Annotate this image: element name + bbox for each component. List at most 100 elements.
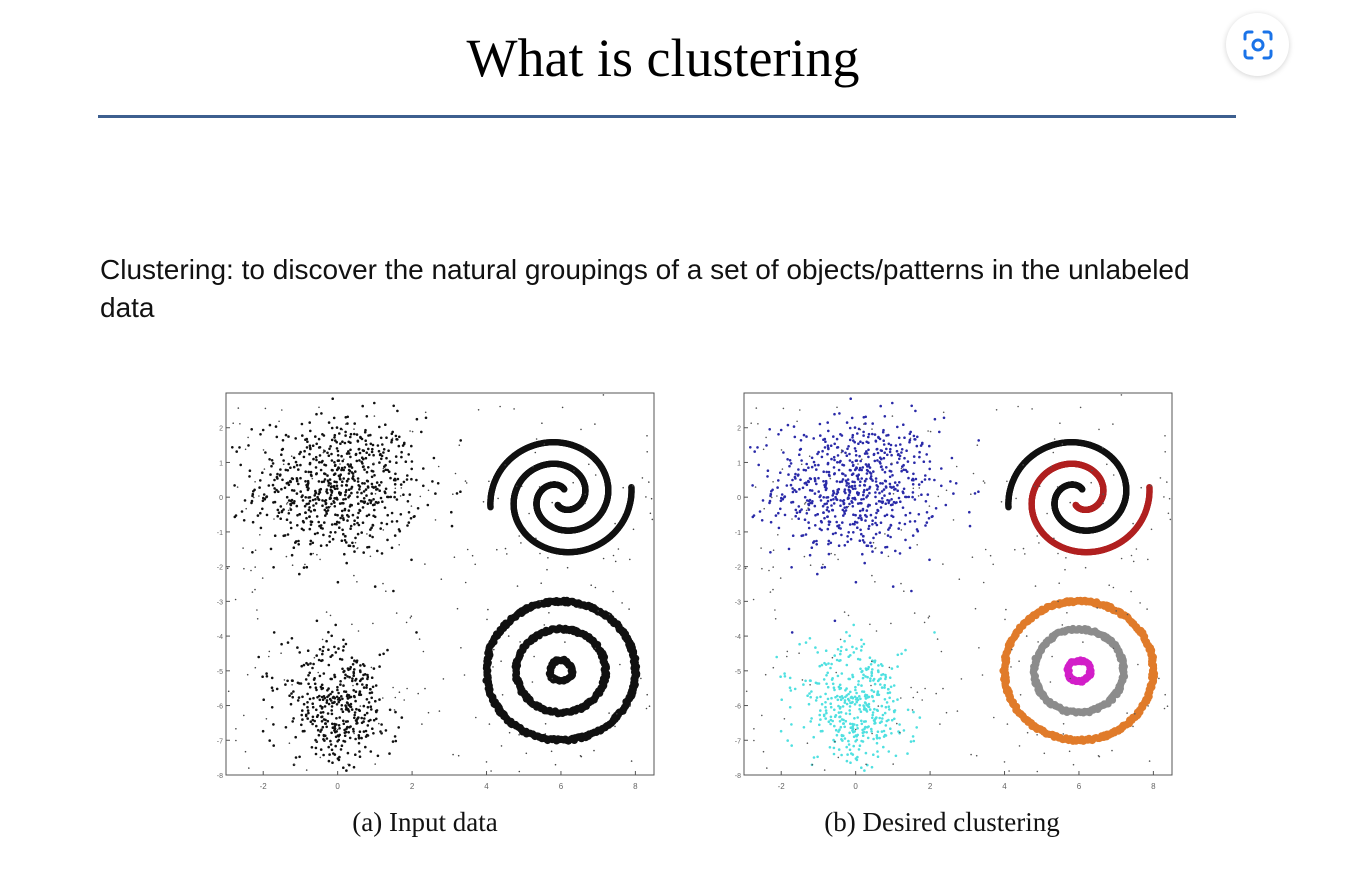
cluster-point: [907, 495, 911, 499]
cluster-point: [261, 499, 265, 503]
cluster-point: [873, 659, 877, 662]
cluster-point: [870, 671, 874, 675]
cluster-point: [406, 524, 409, 527]
noise-point: [629, 558, 631, 561]
cluster-point: [353, 422, 356, 425]
cluster-point: [863, 480, 867, 483]
cluster-point: [880, 686, 884, 689]
cluster-point: [339, 442, 342, 445]
cluster-point: [347, 731, 350, 734]
cluster-point: [317, 446, 321, 449]
cluster-point: [874, 491, 877, 494]
cluster-point: [795, 511, 799, 514]
cluster-point: [367, 447, 370, 451]
cluster-point: [317, 658, 321, 662]
noise-point: [466, 548, 469, 551]
cluster-point: [832, 686, 836, 689]
cluster-point: [309, 470, 313, 474]
cluster-point: [875, 708, 879, 712]
cluster-point: [364, 439, 367, 442]
lens-scan-button[interactable]: [1226, 13, 1289, 76]
cluster-point: [304, 480, 307, 483]
cluster-point: [400, 455, 403, 459]
cluster-point: [853, 480, 856, 484]
cluster-point: [834, 696, 837, 699]
cluster-point: [911, 495, 914, 499]
cluster-point: [375, 481, 379, 484]
cluster-point: [324, 472, 327, 476]
cluster-point: [357, 708, 361, 712]
cluster-point: [817, 463, 820, 467]
noise-point: [409, 430, 411, 432]
cluster-point: [870, 689, 873, 692]
cluster-point: [346, 708, 349, 711]
cluster-point: [384, 487, 388, 491]
cluster-point: [807, 526, 811, 530]
cluster-point: [327, 702, 331, 706]
cluster-point: [911, 483, 915, 486]
cluster-point: [371, 443, 375, 447]
cluster-point: [853, 426, 857, 429]
cluster-point: [376, 487, 379, 491]
cluster-point: [827, 520, 831, 523]
cluster-point: [859, 528, 862, 532]
cluster-point: [387, 470, 391, 473]
cluster-point: [855, 466, 858, 469]
x-tick-label: 4: [484, 782, 489, 791]
cluster-point: [783, 513, 787, 517]
noise-point: [578, 607, 580, 609]
cluster-point: [248, 475, 251, 478]
cluster-point: [340, 454, 343, 458]
cluster-point: [863, 694, 867, 698]
noise-point: [588, 463, 590, 466]
cluster-point: [310, 746, 314, 749]
cluster-point: [900, 451, 903, 454]
noise-point: [321, 638, 324, 641]
cluster-point: [351, 475, 355, 478]
cluster-point: [377, 449, 381, 453]
cluster-point: [812, 756, 816, 759]
cluster-point: [352, 694, 356, 698]
cluster-point: [284, 726, 288, 729]
cluster-point: [862, 642, 866, 646]
cluster-point: [259, 526, 263, 530]
cluster-point: [383, 465, 386, 468]
cluster-point: [326, 491, 329, 495]
cluster-point: [321, 433, 324, 436]
cluster-point: [231, 446, 234, 449]
cluster-point: [291, 477, 295, 481]
cluster-point: [805, 435, 808, 438]
y-tick-label: -6: [735, 704, 741, 711]
cluster-point: [275, 687, 279, 691]
cluster-point: [290, 498, 294, 502]
cluster-point: [826, 685, 830, 689]
cluster-point: [806, 694, 809, 697]
cluster-point: [353, 519, 356, 522]
cluster-point: [339, 493, 342, 496]
noise-point: [285, 503, 288, 505]
cluster-point: [366, 673, 369, 677]
cluster-point: [855, 700, 858, 704]
cluster-point: [314, 498, 317, 501]
cluster-point: [275, 488, 278, 492]
cluster-point: [329, 739, 332, 743]
cluster-point: [355, 459, 359, 463]
cluster-point: [338, 432, 341, 435]
cluster-point: [888, 450, 892, 454]
cluster-point: [777, 433, 780, 436]
cluster-point: [352, 671, 356, 675]
cluster-point: [854, 740, 857, 743]
cluster-point: [307, 481, 310, 485]
cluster-point: [272, 744, 275, 747]
cluster-point: [316, 531, 319, 535]
noise-point: [453, 556, 456, 558]
noise-point: [551, 501, 553, 504]
cluster-point: [272, 566, 275, 569]
cluster-point: [256, 514, 260, 517]
cluster-point: [832, 498, 835, 501]
noise-point: [325, 611, 328, 613]
cluster-point: [330, 705, 334, 708]
cluster-point: [954, 482, 958, 485]
cluster-point: [332, 701, 335, 705]
cluster-point: [330, 459, 334, 462]
